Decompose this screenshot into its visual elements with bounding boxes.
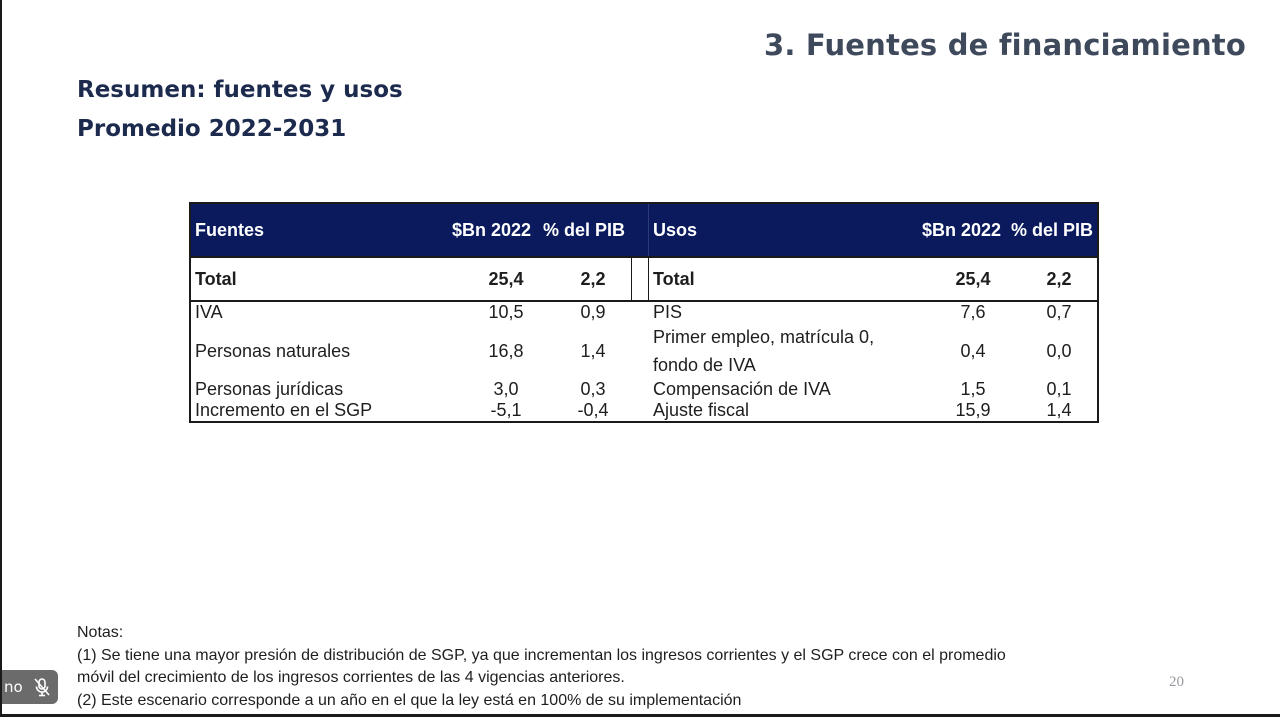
note-1-line-1: (1) Se tiene una mayor presión de distri… bbox=[77, 646, 1006, 664]
fuentes-header-bn: $Bn 2022 bbox=[451, 219, 531, 240]
usos-row: Ajuste fiscal 15,9 1,4 bbox=[649, 400, 1097, 421]
fuentes-row: Personas naturales 16,8 1,4 bbox=[191, 341, 631, 362]
row-pib: 0,7 bbox=[1046, 302, 1072, 322]
usos-header-label: Usos bbox=[653, 219, 698, 240]
table-row: Incremento en el SGP -5,1 -0,4 Ajuste fi… bbox=[191, 400, 1097, 421]
slide-title: 3. Fuentes de financiamiento bbox=[763, 28, 1246, 62]
usos-total-pib: 2,2 bbox=[1046, 268, 1072, 289]
row-label: Primer empleo, matrícula 0, fondo de IVA bbox=[649, 323, 899, 379]
row-label: Personas naturales bbox=[195, 340, 351, 361]
usos-header: Usos $Bn 2022 % del PIB bbox=[649, 204, 1097, 256]
page-number: 20 bbox=[1169, 674, 1184, 690]
row-bn: -5,1 bbox=[490, 400, 522, 420]
row-bn: 1,5 bbox=[960, 379, 986, 399]
table-total-row: Total 25,4 2,2 Total 25,4 2,2 bbox=[191, 258, 1097, 302]
row-bn: 3,0 bbox=[493, 379, 519, 399]
row-label-line1: Primer empleo, matrícula 0, bbox=[653, 327, 875, 347]
fuentes-header-label: Fuentes bbox=[195, 219, 265, 240]
table-body: IVA 10,5 0,9 PIS 7,6 0,7 Personas natura… bbox=[191, 302, 1097, 421]
usos-row: Primer empleo, matrícula 0, fondo de IVA… bbox=[649, 323, 1097, 379]
usos-total-label: Total bbox=[653, 268, 695, 289]
column-gap bbox=[631, 258, 649, 300]
row-bn: 10,5 bbox=[488, 302, 524, 322]
fuentes-header: Fuentes $Bn 2022 % del PIB bbox=[191, 204, 631, 256]
fuentes-total-bn: 25,4 bbox=[488, 268, 524, 289]
slide-subtitle-period: Promedio 2022-2031 bbox=[77, 116, 347, 142]
fuentes-header-pib: % del PIB bbox=[542, 219, 625, 240]
usos-header-pib: % del PIB bbox=[1010, 219, 1093, 240]
row-pib: 0,0 bbox=[1046, 340, 1072, 361]
usos-row: PIS 7,6 0,7 bbox=[649, 302, 1097, 323]
row-bn: 0,4 bbox=[960, 340, 986, 361]
table-row: Personas jurídicas 3,0 0,3 Compensación … bbox=[191, 379, 1097, 400]
table-row: IVA 10,5 0,9 PIS 7,6 0,7 bbox=[191, 302, 1097, 323]
row-bn: 16,8 bbox=[488, 340, 524, 361]
row-label: IVA bbox=[195, 302, 223, 322]
note-2: (2) Este escenario corresponde a un año … bbox=[77, 691, 742, 709]
fuentes-total-pib: 2,2 bbox=[580, 268, 606, 289]
fuentes-total-label: Total bbox=[195, 268, 237, 289]
fuentes-row: IVA 10,5 0,9 bbox=[191, 302, 631, 323]
row-pib: 0,9 bbox=[580, 302, 606, 322]
column-gap bbox=[631, 204, 649, 256]
row-label: Personas jurídicas bbox=[195, 379, 344, 399]
row-label-line2: fondo de IVA bbox=[653, 355, 756, 375]
usos-row: Compensación de IVA 1,5 0,1 bbox=[649, 379, 1097, 400]
notes-heading: Notas: bbox=[77, 624, 124, 641]
row-bn: 15,9 bbox=[955, 400, 991, 420]
usos-total: Total 25,4 2,2 bbox=[649, 258, 1097, 300]
fuentes-row: Personas jurídicas 3,0 0,3 bbox=[191, 379, 631, 400]
slide-notes: Notas: (1) Se tiene una mayor presión de… bbox=[77, 622, 1006, 712]
row-label: Compensación de IVA bbox=[653, 379, 831, 399]
note-1-line-2: móvil del crecimiento de los ingresos co… bbox=[77, 669, 625, 686]
table-header-row: Fuentes $Bn 2022 % del PIB Usos $Bn 2022… bbox=[191, 204, 1097, 258]
usos-total-bn: 25,4 bbox=[955, 268, 991, 289]
row-pib: 1,4 bbox=[580, 340, 606, 361]
participant-name-badge: no bbox=[2, 670, 58, 704]
usos-header-bn: $Bn 2022 bbox=[921, 219, 1001, 240]
microphone-muted-icon[interactable] bbox=[33, 677, 51, 697]
participant-name: no bbox=[4, 678, 23, 696]
row-pib: -0,4 bbox=[577, 400, 609, 420]
table-row: Personas naturales 16,8 1,4 Primer emple… bbox=[191, 323, 1097, 379]
row-label: PIS bbox=[653, 302, 683, 322]
row-label: Ajuste fiscal bbox=[653, 400, 750, 420]
fuentes-total: Total 25,4 2,2 bbox=[191, 258, 631, 300]
row-bn: 7,6 bbox=[960, 302, 986, 322]
slide-subtitle-summary: Resumen: fuentes y usos bbox=[77, 77, 403, 103]
row-label: Incremento en el SGP bbox=[195, 400, 373, 420]
sources-uses-table: Fuentes $Bn 2022 % del PIB Usos $Bn 2022… bbox=[189, 202, 1099, 423]
row-pib: 0,3 bbox=[580, 379, 606, 399]
row-pib: 0,1 bbox=[1046, 379, 1072, 399]
row-pib: 1,4 bbox=[1046, 400, 1072, 420]
fuentes-row: Incremento en el SGP -5,1 -0,4 bbox=[191, 400, 631, 421]
